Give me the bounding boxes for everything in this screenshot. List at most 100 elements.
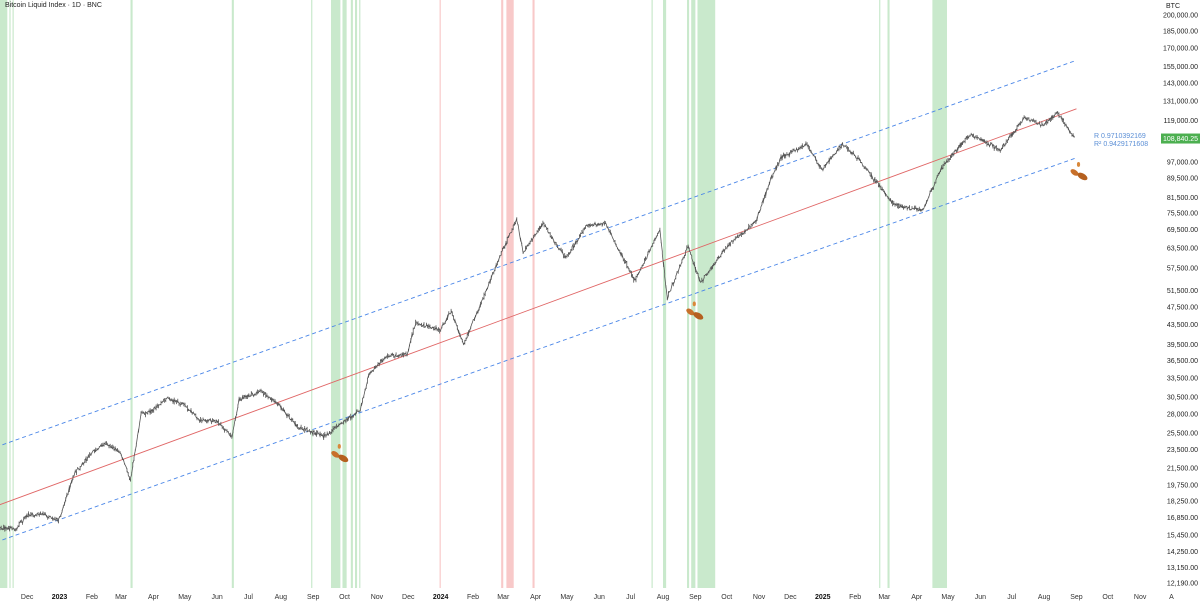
last-price-tag [1161,133,1200,144]
y-tick-label: 23,500.00 [1167,447,1198,454]
y-tick-label: 200,000.00 [1163,13,1198,20]
x-tick-label: Aug [275,594,288,601]
green-zone [0,0,8,588]
green-zone [354,0,358,588]
y-tick-label: 63,500.00 [1167,245,1198,252]
y-tick-label: 57,500.00 [1167,266,1198,273]
y-tick-label: 75,500.00 [1167,210,1198,217]
green-zone [330,0,341,588]
y-tick-label: 155,000.00 [1163,64,1198,71]
y-tick-label: 170,000.00 [1163,45,1198,52]
leaf-shape [686,308,695,316]
y-tick-label: 131,000.00 [1163,98,1198,105]
regression-layer [0,59,1077,542]
y-tick-label: 43,500.00 [1167,322,1198,329]
green-zone [350,0,353,588]
x-tick-label: Jul [626,594,635,601]
x-tick-label: 2023 [52,594,68,601]
x-tick-label: 2025 [815,594,831,601]
y-tick-label: 36,500.00 [1167,358,1198,365]
y-tick-label: 81,500.00 [1167,195,1198,202]
y-tick-label: 16,850.00 [1167,515,1198,522]
green-zone [359,0,361,588]
x-tick-label: Oct [339,594,350,601]
red-zone [506,0,514,588]
x-tick-label: Jun [975,594,986,601]
y-tick-label: 89,500.00 [1167,176,1198,183]
y-tick-label: 13,150.00 [1167,565,1198,572]
x-tick-label: Nov [1134,594,1147,601]
last-price-label: 108,840.25 [1163,136,1198,143]
y-tick-label: 143,000.00 [1163,81,1198,88]
lower-band-line [0,157,1077,542]
x-tick-label: Sep [307,594,320,601]
y-tick-label: 25,500.00 [1167,431,1198,438]
leaf-marker-icon [1070,162,1088,181]
red-zone [501,0,504,588]
y-tick-label: 69,500.00 [1167,227,1198,234]
leaf-marker-icon [686,301,704,320]
green-zone [651,0,653,588]
y-tick-label: 97,000.00 [1167,159,1198,166]
y-tick-label: 185,000.00 [1163,28,1198,35]
y-tick-label: 28,000.00 [1167,412,1198,419]
leaf-shape [693,312,704,320]
price-series [0,111,1075,532]
green-zone [311,0,313,588]
x-tick-label: Dec [402,594,415,601]
x-tick-label: Sep [1070,594,1083,601]
regression-line [0,108,1077,506]
x-tick-label: A [1169,594,1174,601]
x-tick-label: Jul [244,594,253,601]
y-tick-label: 15,450.00 [1167,532,1198,539]
y-tick-label: 21,500.00 [1167,465,1198,472]
red-zone [532,0,535,588]
green-zone [342,0,347,588]
leaf-shape [692,301,696,307]
x-tick-label: Aug [1038,594,1051,601]
y-tick-label: 47,500.00 [1167,304,1198,311]
x-tick-label: Jun [594,594,605,601]
y-tick-label: 19,750.00 [1167,483,1198,490]
green-zone [9,0,11,588]
x-tick-label: Apr [911,594,923,601]
x-tick-label: May [178,594,192,601]
x-tick-label: Mar [115,594,128,601]
green-zone [932,0,948,588]
x-tick-label: Aug [657,594,670,601]
x-tick-label: Feb [467,594,479,601]
x-tick-label: Nov [371,594,384,601]
price-layer [0,111,1075,532]
leaf-shape [1076,162,1081,167]
green-zone [663,0,667,588]
x-tick-label: Dec [21,594,34,601]
x-tick-label: 2024 [433,594,449,601]
green-zone [691,0,696,588]
y-axis: BTC 200,000.00 185,000.00 170,000.00 155,000… [1161,3,1200,588]
leaf-shape [1077,172,1088,181]
x-tick-label: Oct [1102,594,1113,601]
x-tick-label: Jun [212,594,223,601]
x-tick-label: Jul [1007,594,1016,601]
y-tick-label: 33,500.00 [1167,375,1198,382]
leaf-shape [337,443,341,449]
green-zone [887,0,890,588]
leaf-shape [1070,169,1079,176]
x-tick-label: Apr [148,594,160,601]
green-zone [879,0,881,588]
y-tick-label: 39,500.00 [1167,342,1198,349]
green-zone [231,0,234,588]
x-tick-label: Dec [784,594,797,601]
red-zone [439,0,441,588]
x-axis: Dec 2023 Feb Mar Apr May Jun Jul Aug Sep Oct Nov Dec… [21,594,1174,601]
x-tick-label: Feb [86,594,98,601]
x-tick-label: Sep [689,594,702,601]
zone-layer [0,0,948,588]
green-zone [687,0,690,588]
x-tick-label: Feb [849,594,861,601]
x-tick-label: Oct [721,594,732,601]
leaf-shape [331,451,340,458]
